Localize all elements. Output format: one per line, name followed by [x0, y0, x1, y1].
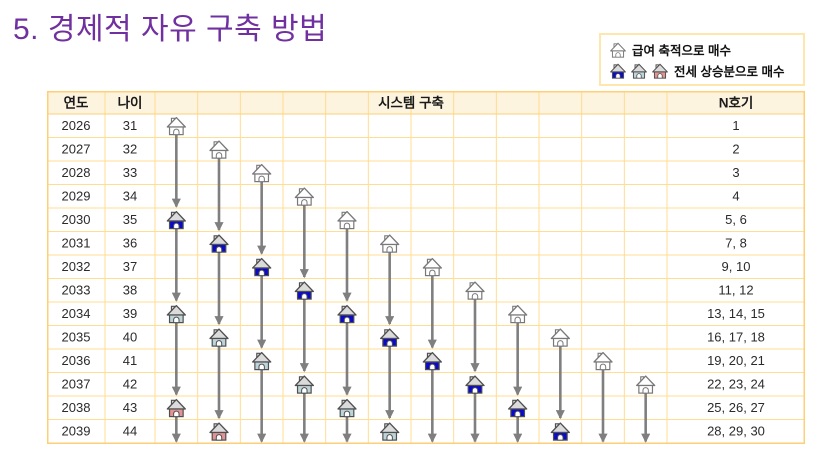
house-icon-blue [166, 210, 186, 230]
house-icon-teal [252, 351, 272, 371]
house-icon-gray [209, 140, 229, 159]
unit-cell: 16, 17, 18 [707, 330, 765, 345]
house-icon-blue [508, 398, 528, 418]
unit-cell: 2 [732, 142, 739, 157]
age-cell: 34 [123, 189, 137, 204]
legend-row-jeonse: 전세 상승분으로 매수 [609, 60, 795, 81]
unit-cell: 3 [732, 165, 739, 180]
year-cell: 2026 [62, 118, 91, 133]
house-icon-blue [610, 63, 626, 79]
house-icon-blue [380, 328, 400, 347]
year-cell: 2029 [62, 189, 91, 204]
unit-cell: 1 [732, 118, 739, 133]
house-icon-blue [294, 281, 314, 300]
unit-cell: 19, 20, 21 [707, 353, 765, 368]
house-icon-teal [380, 422, 400, 441]
year-cell: 2032 [62, 259, 91, 274]
house-icon-gray [337, 210, 357, 230]
house-icon-gray [252, 163, 272, 183]
house-icon-blue [422, 351, 442, 371]
unit-cell: 13, 14, 15 [707, 306, 765, 321]
year-cell: 2033 [62, 283, 91, 298]
house-icon-gray [550, 328, 570, 347]
legend: 급여 축적으로 매수 전세 상승분으로 매수 [599, 33, 805, 86]
age-cell: 36 [123, 236, 137, 251]
house-icon-gray [593, 351, 613, 371]
year-cell: 2036 [62, 353, 91, 368]
age-cell: 44 [123, 424, 137, 439]
age-cell: 33 [123, 165, 137, 180]
age-cell: 38 [123, 283, 137, 298]
house-icon-gray [610, 42, 626, 58]
house-icon-blue [465, 375, 485, 394]
house-icon-gray [294, 187, 314, 206]
unit-cell: 25, 26, 27 [707, 400, 765, 415]
age-cell: 40 [123, 330, 137, 345]
age-cell: 43 [123, 400, 137, 415]
age-cell: 35 [123, 212, 137, 227]
age-cell: 39 [123, 306, 137, 321]
house-icon-teal [294, 375, 314, 394]
year-cell: 2035 [62, 330, 91, 345]
house-icon-teal [337, 398, 357, 418]
house-icon-gray [465, 281, 485, 300]
house-icon-teal [209, 328, 229, 347]
legend-jeonse-label: 전세 상승분으로 매수 [674, 65, 785, 79]
year-cell: 2030 [62, 212, 91, 227]
unit-cell: 4 [732, 189, 739, 204]
legend-row-salary: 급여 축적으로 매수 [609, 39, 795, 60]
unit-cell: 28, 29, 30 [707, 424, 765, 439]
house-icon-blue [337, 304, 357, 324]
year-cell: 2039 [62, 424, 91, 439]
year-cell: 2031 [62, 236, 91, 251]
house-icon-gray [166, 116, 186, 136]
legend-salary-label: 급여 축적으로 매수 [632, 44, 731, 58]
year-cell: 2037 [62, 377, 91, 392]
unit-cell: 7, 8 [725, 236, 747, 251]
house-icon-teal [166, 304, 186, 324]
age-cell: 41 [123, 353, 137, 368]
year-cell: 2028 [62, 165, 91, 180]
house-icon-gray [636, 375, 656, 394]
col-header-system: 시스템 구축 [378, 95, 444, 111]
unit-cell: 5, 6 [725, 212, 747, 227]
col-header-year: 연도 [64, 96, 89, 111]
house-icon-teal [631, 63, 647, 79]
age-cell: 32 [123, 142, 137, 157]
house-icon-blue [209, 234, 229, 253]
house-icon-red [652, 63, 668, 79]
age-cell: 37 [123, 259, 137, 274]
house-icon-blue [550, 422, 570, 441]
col-header-unit: N호기 [719, 96, 754, 111]
year-cell: 2038 [62, 400, 91, 415]
year-cell: 2027 [62, 142, 91, 157]
house-icon-gray [380, 234, 400, 253]
unit-cell: 11, 12 [718, 283, 753, 298]
col-header-age: 나이 [118, 95, 143, 111]
page-title: 5. 경제적 자유 구축 방법 [13, 13, 328, 46]
house-icon-gray [422, 257, 442, 277]
unit-cell: 22, 23, 24 [707, 377, 765, 392]
house-icon-gray [508, 304, 528, 324]
house-icon-blue [252, 257, 272, 277]
year-cell: 2034 [62, 306, 91, 321]
house-icon-red [209, 422, 229, 441]
salary-house-icons [609, 41, 627, 58]
house-icon-red [166, 398, 186, 418]
age-cell: 42 [123, 377, 137, 392]
age-cell: 31 [123, 118, 137, 133]
unit-cell: 9, 10 [722, 259, 751, 274]
jeonse-house-icons [609, 62, 669, 79]
